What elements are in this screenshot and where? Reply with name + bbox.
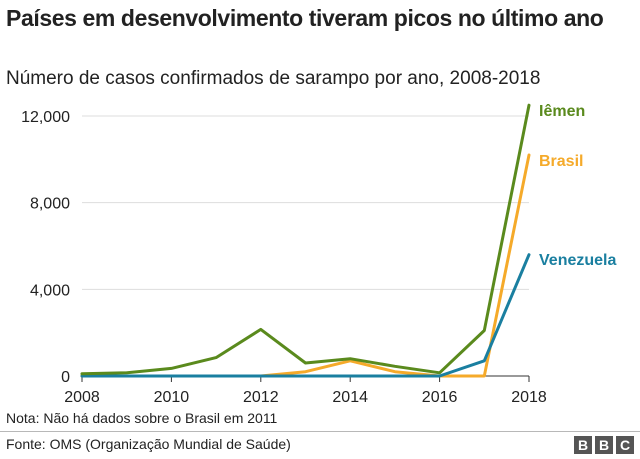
x-axis-ticks: 2008 2010 2012 2014 2016 2018: [64, 376, 547, 406]
series-line: [80, 253, 531, 378]
chart-note: Nota: Não há dados sobre o Brasil em 201…: [6, 410, 278, 426]
series-line: [80, 153, 531, 378]
gridlines: [82, 115, 529, 377]
x-tick-label: 2012: [243, 389, 279, 406]
bbc-logo-letter: B: [595, 436, 613, 454]
y-tick-label: 12,000: [21, 109, 70, 126]
x-tick-label: 2014: [332, 389, 368, 406]
footer-divider: [0, 431, 640, 432]
series-lines: [80, 103, 531, 378]
y-tick-label: 4,000: [30, 282, 70, 299]
y-axis-ticks: 0 4,000 8,000 12,000: [21, 109, 70, 386]
series-label: Iêmen: [539, 103, 585, 120]
series-label: Venezuela: [539, 252, 616, 269]
x-tick-label: 2008: [64, 389, 100, 406]
series-labels: Iêmen Brasil Venezuela: [539, 103, 616, 269]
x-tick-label: 2016: [422, 389, 458, 406]
chart-source: Fonte: OMS (Organização Mundial de Saúde…: [6, 436, 291, 452]
bbc-logo-letter: C: [616, 436, 634, 454]
x-tick-label: 2018: [511, 389, 547, 406]
bbc-logo-letter: B: [574, 436, 592, 454]
x-tick-label: 2010: [154, 389, 190, 406]
bbc-logo: B B C: [574, 436, 634, 454]
y-tick-label: 8,000: [30, 196, 70, 213]
series-line: [80, 103, 531, 376]
chart-subtitle: Número de casos confirmados de sarampo p…: [6, 68, 541, 89]
series-label: Brasil: [539, 153, 583, 170]
chart-title: Países em desenvolvimento tiveram picos …: [6, 5, 604, 31]
y-tick-label: 0: [61, 369, 70, 386]
